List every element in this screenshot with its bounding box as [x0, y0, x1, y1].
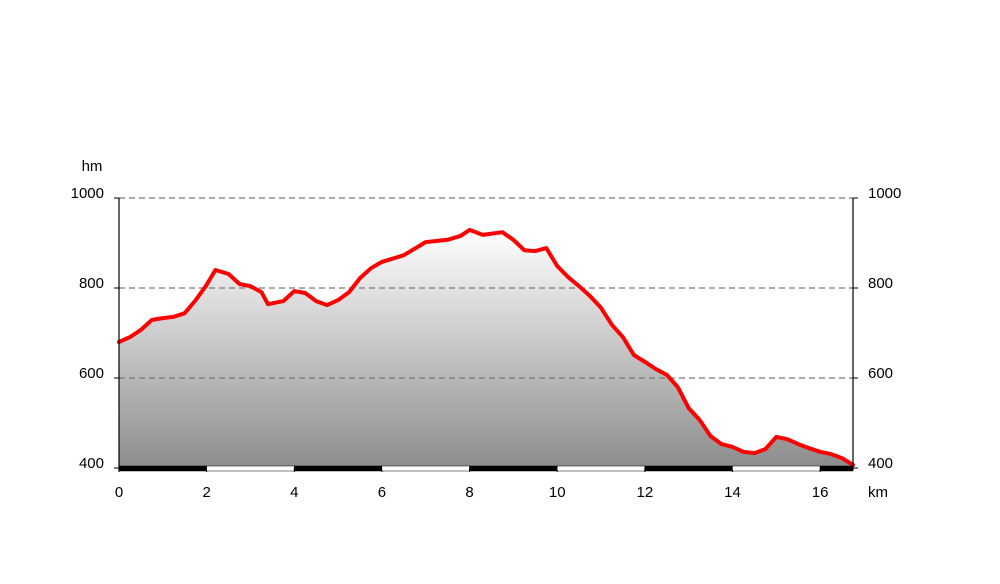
scale-bar-segment [556, 465, 646, 472]
scale-bar-segment [381, 465, 470, 472]
x-tick-label: 16 [812, 484, 829, 501]
y2-tick-label: 600 [868, 365, 893, 382]
y-tick-label: 600 [79, 365, 104, 382]
y2-tick-label: 800 [868, 275, 893, 292]
area [119, 229, 853, 468]
scale-bar-segment [469, 465, 558, 472]
axis-layer: 400 400 600 600 800 800 1000 1000 0 2 4 6 8 10 12 14 16 [71, 185, 902, 501]
grid-layer [119, 197, 853, 379]
scale-bar-segment [118, 465, 207, 472]
scale-bar-segment [206, 465, 295, 472]
x-axis-label: km [868, 484, 888, 501]
x-tick-label: 6 [378, 484, 386, 501]
y-tick-label: 1000 [71, 185, 104, 202]
y-tick-label: 800 [79, 275, 104, 292]
area-layer [119, 229, 853, 468]
x-tick-label: 10 [549, 484, 566, 501]
y2-tick-label: 1000 [868, 185, 901, 202]
x-tick-label: 14 [724, 484, 741, 501]
line [117, 227, 855, 467]
x-tick-label: 0 [115, 484, 123, 501]
x-tick-label: 8 [465, 484, 473, 501]
scale-bar-segment [732, 465, 821, 472]
x-tick-label: 12 [637, 484, 654, 501]
line-layer [117, 227, 855, 467]
x-tick-label: 2 [202, 484, 210, 501]
x-tick-label: 4 [290, 484, 298, 501]
y-tick-label: 400 [79, 455, 104, 472]
y2-tick-label: 400 [868, 455, 893, 472]
y-axis-label: hm [82, 158, 103, 175]
scale-bar-segment [819, 465, 854, 472]
scale-bar-segment [644, 465, 733, 472]
scale-bar-segment [294, 465, 383, 472]
